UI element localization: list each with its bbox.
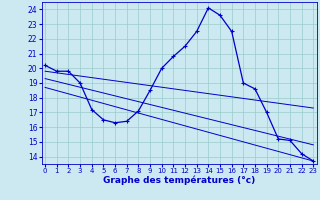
X-axis label: Graphe des températures (°c): Graphe des températures (°c) <box>103 176 255 185</box>
